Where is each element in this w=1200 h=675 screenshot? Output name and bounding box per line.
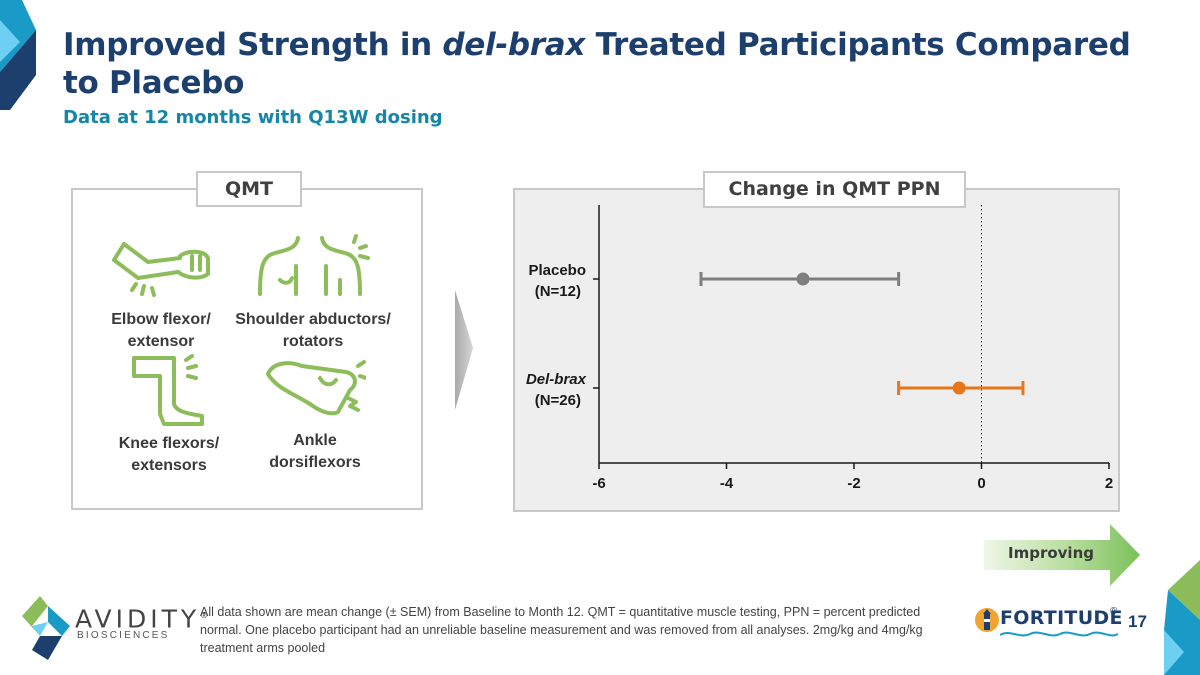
shoulder-icon <box>258 234 370 296</box>
corner-decoration-bottom-right <box>1164 560 1200 675</box>
chevron-right-icon <box>455 290 473 410</box>
fortitude-wordmark: FORTITUDE <box>1000 607 1123 629</box>
knee-leg-icon <box>132 354 204 426</box>
muscle-label-shoulder: Shoulder abductors/ rotators <box>235 311 391 350</box>
fortitude-registered-mark: ® <box>1110 606 1118 617</box>
x-tick-label: -2 <box>847 475 860 492</box>
row-label-placebo: Placebo <box>528 262 586 279</box>
mean-point-placebo <box>796 272 810 286</box>
corner-decoration-top-left <box>0 0 36 110</box>
qmt-panel-label: QMT <box>196 171 302 207</box>
fortitude-wave-icon <box>1000 631 1118 637</box>
x-tick-label: -6 <box>592 475 605 492</box>
mean-point-del-brax <box>952 381 966 395</box>
avidity-subtitle: BIOSCIENCES <box>77 630 170 641</box>
page-number: 17 <box>1128 612 1147 631</box>
avidity-wordmark: AVIDITY® <box>75 604 209 634</box>
elbow-arm-icon <box>112 242 210 297</box>
footnote: All data shown are mean change (± SEM) f… <box>200 605 923 655</box>
row-n-placebo: (N=12) <box>535 283 581 300</box>
fortitude-lighthouse-icon <box>975 608 999 632</box>
ankle-foot-icon <box>266 360 366 416</box>
x-tick-label: 0 <box>977 475 985 492</box>
row-label-del-brax: Del-brax <box>526 371 587 388</box>
page-subtitle: Data at 12 months with Q13W dosing <box>63 107 443 128</box>
row-n-del-brax: (N=26) <box>535 392 581 409</box>
x-tick-label: -4 <box>720 475 734 492</box>
improving-label: Improving <box>1008 544 1094 562</box>
muscle-label-knee: Knee flexors/ extensors <box>118 435 220 474</box>
muscle-label-ankle: Ankle dorsiflexors <box>269 432 361 471</box>
improving-arrow-icon <box>984 524 1140 586</box>
muscle-label-elbow: Elbow flexor/ extensor <box>111 311 211 350</box>
avidity-logo-icon <box>22 596 70 660</box>
x-tick-label: 2 <box>1105 475 1113 492</box>
qmt-panel <box>71 188 423 510</box>
chart-panel <box>513 188 1120 512</box>
chart-title: Change in QMT PPN <box>703 171 966 208</box>
page-title: Improved Strength in del-brax Treated Pa… <box>63 27 1131 101</box>
